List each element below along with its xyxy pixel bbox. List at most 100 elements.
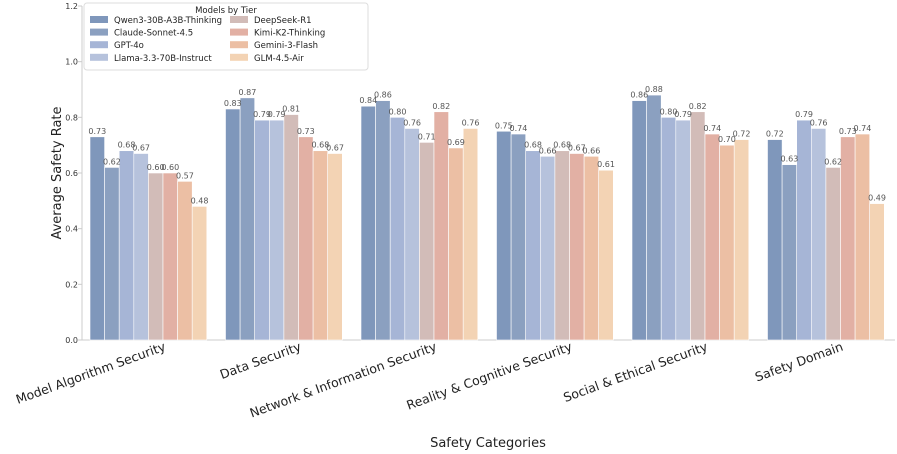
data-label: 0.76 bbox=[462, 118, 480, 127]
y-tick-label: 0.0 bbox=[65, 336, 78, 345]
data-label: 0.72 bbox=[766, 130, 784, 139]
legend-label: Qwen3-30B-A3B-Thinking bbox=[114, 16, 222, 26]
legend-swatch bbox=[230, 16, 248, 23]
legend-label: GPT-4o bbox=[114, 41, 144, 51]
data-label: 0.81 bbox=[282, 105, 300, 114]
bar bbox=[268, 119, 285, 341]
legend-frame bbox=[83, 2, 369, 71]
bar bbox=[854, 133, 870, 341]
bar bbox=[133, 153, 149, 341]
data-label: 0.82 bbox=[689, 102, 707, 111]
data-label: 0.68 bbox=[311, 141, 329, 150]
bar bbox=[796, 119, 812, 341]
category-label: Safety Domain bbox=[753, 339, 845, 385]
bar bbox=[781, 164, 797, 341]
bar bbox=[225, 108, 241, 341]
data-label: 0.49 bbox=[868, 194, 886, 203]
bar bbox=[298, 136, 314, 341]
data-label: 0.88 bbox=[645, 85, 663, 94]
bar bbox=[704, 133, 720, 341]
bar bbox=[254, 119, 270, 341]
legend-swatch bbox=[90, 28, 108, 36]
bar bbox=[360, 105, 376, 341]
data-label: 0.73 bbox=[839, 127, 857, 136]
data-label: 0.63 bbox=[780, 155, 798, 164]
data-label: 0.62 bbox=[103, 157, 121, 166]
data-label: 0.84 bbox=[359, 96, 377, 105]
data-label: 0.67 bbox=[568, 144, 586, 153]
data-label: 0.80 bbox=[660, 107, 678, 116]
bar bbox=[239, 97, 256, 341]
bar bbox=[631, 100, 647, 341]
bar bbox=[462, 128, 479, 341]
legend-label: Kimi-K2-Thinking bbox=[254, 29, 325, 39]
legend-swatch bbox=[230, 28, 248, 36]
data-label: 0.67 bbox=[326, 144, 344, 153]
bar bbox=[419, 142, 435, 341]
bar bbox=[598, 169, 614, 341]
data-label: 0.57 bbox=[176, 171, 194, 180]
bar bbox=[525, 150, 541, 341]
bars bbox=[89, 94, 885, 341]
y-tick-label: 0.2 bbox=[65, 280, 78, 289]
data-label: 0.83 bbox=[224, 99, 242, 108]
data-label: 0.66 bbox=[582, 146, 600, 155]
bar bbox=[312, 150, 329, 341]
data-label: 0.61 bbox=[597, 160, 615, 169]
bar bbox=[583, 156, 599, 341]
bar bbox=[646, 94, 662, 341]
bar bbox=[840, 136, 856, 341]
legend-label: Llama-3.3-70B-Instruct bbox=[114, 54, 212, 64]
y-tick-label: 0.6 bbox=[65, 169, 78, 178]
data-label: 0.82 bbox=[432, 102, 450, 111]
legend: Models by Tier Qwen3-30B-A3B-Thinking Cla… bbox=[83, 2, 369, 71]
bar bbox=[375, 100, 391, 341]
legend-swatch bbox=[90, 53, 108, 61]
bar bbox=[554, 150, 570, 341]
category-label: Model Algorithm Security bbox=[14, 339, 168, 407]
legend-title: Models by Tier bbox=[195, 6, 257, 16]
data-label: 0.86 bbox=[630, 91, 648, 100]
data-label: 0.68 bbox=[524, 141, 542, 150]
bar bbox=[510, 133, 527, 341]
bar bbox=[283, 114, 299, 341]
data-label: 0.71 bbox=[418, 132, 436, 141]
data-label: 0.70 bbox=[718, 135, 736, 144]
bar bbox=[118, 150, 135, 341]
data-label: 0.72 bbox=[733, 130, 751, 139]
data-label: 0.69 bbox=[447, 138, 465, 147]
category-labels: Model Algorithm Security Data SecurityNet… bbox=[14, 339, 845, 421]
data-label: 0.79 bbox=[795, 110, 813, 119]
bar bbox=[869, 203, 885, 341]
bar bbox=[733, 139, 750, 341]
data-label: 0.67 bbox=[132, 144, 150, 153]
y-tick-labels: 0.0 0.2 0.4 0.6 0.8 1.0 1.2 bbox=[65, 2, 82, 345]
bar bbox=[569, 153, 585, 341]
data-label: 0.76 bbox=[810, 118, 828, 127]
bar bbox=[104, 167, 120, 341]
data-label: 0.66 bbox=[539, 146, 557, 155]
legend-swatch bbox=[90, 41, 108, 49]
y-tick-label: 1.2 bbox=[65, 2, 78, 11]
data-label: 0.68 bbox=[118, 141, 136, 150]
bar bbox=[148, 172, 164, 341]
bar bbox=[162, 172, 178, 341]
bar bbox=[660, 117, 677, 341]
category-label: Data Security bbox=[218, 339, 304, 382]
y-tick-label: 0.4 bbox=[65, 225, 78, 234]
bar bbox=[767, 139, 783, 341]
legend-swatch bbox=[90, 16, 108, 23]
data-label: 0.73 bbox=[297, 127, 315, 136]
bar bbox=[719, 144, 735, 341]
data-label: 0.60 bbox=[161, 163, 179, 172]
bar bbox=[690, 111, 706, 341]
y-axis-title: Average Safety Rate bbox=[50, 106, 65, 239]
legend-label: Gemini-3-Flash bbox=[254, 41, 318, 51]
data-label: 0.62 bbox=[824, 157, 842, 166]
bar bbox=[539, 156, 556, 341]
bar bbox=[327, 153, 343, 341]
data-label: 0.76 bbox=[403, 118, 421, 127]
bar bbox=[825, 167, 841, 341]
data-label: 0.74 bbox=[853, 124, 871, 133]
bar bbox=[89, 136, 105, 341]
